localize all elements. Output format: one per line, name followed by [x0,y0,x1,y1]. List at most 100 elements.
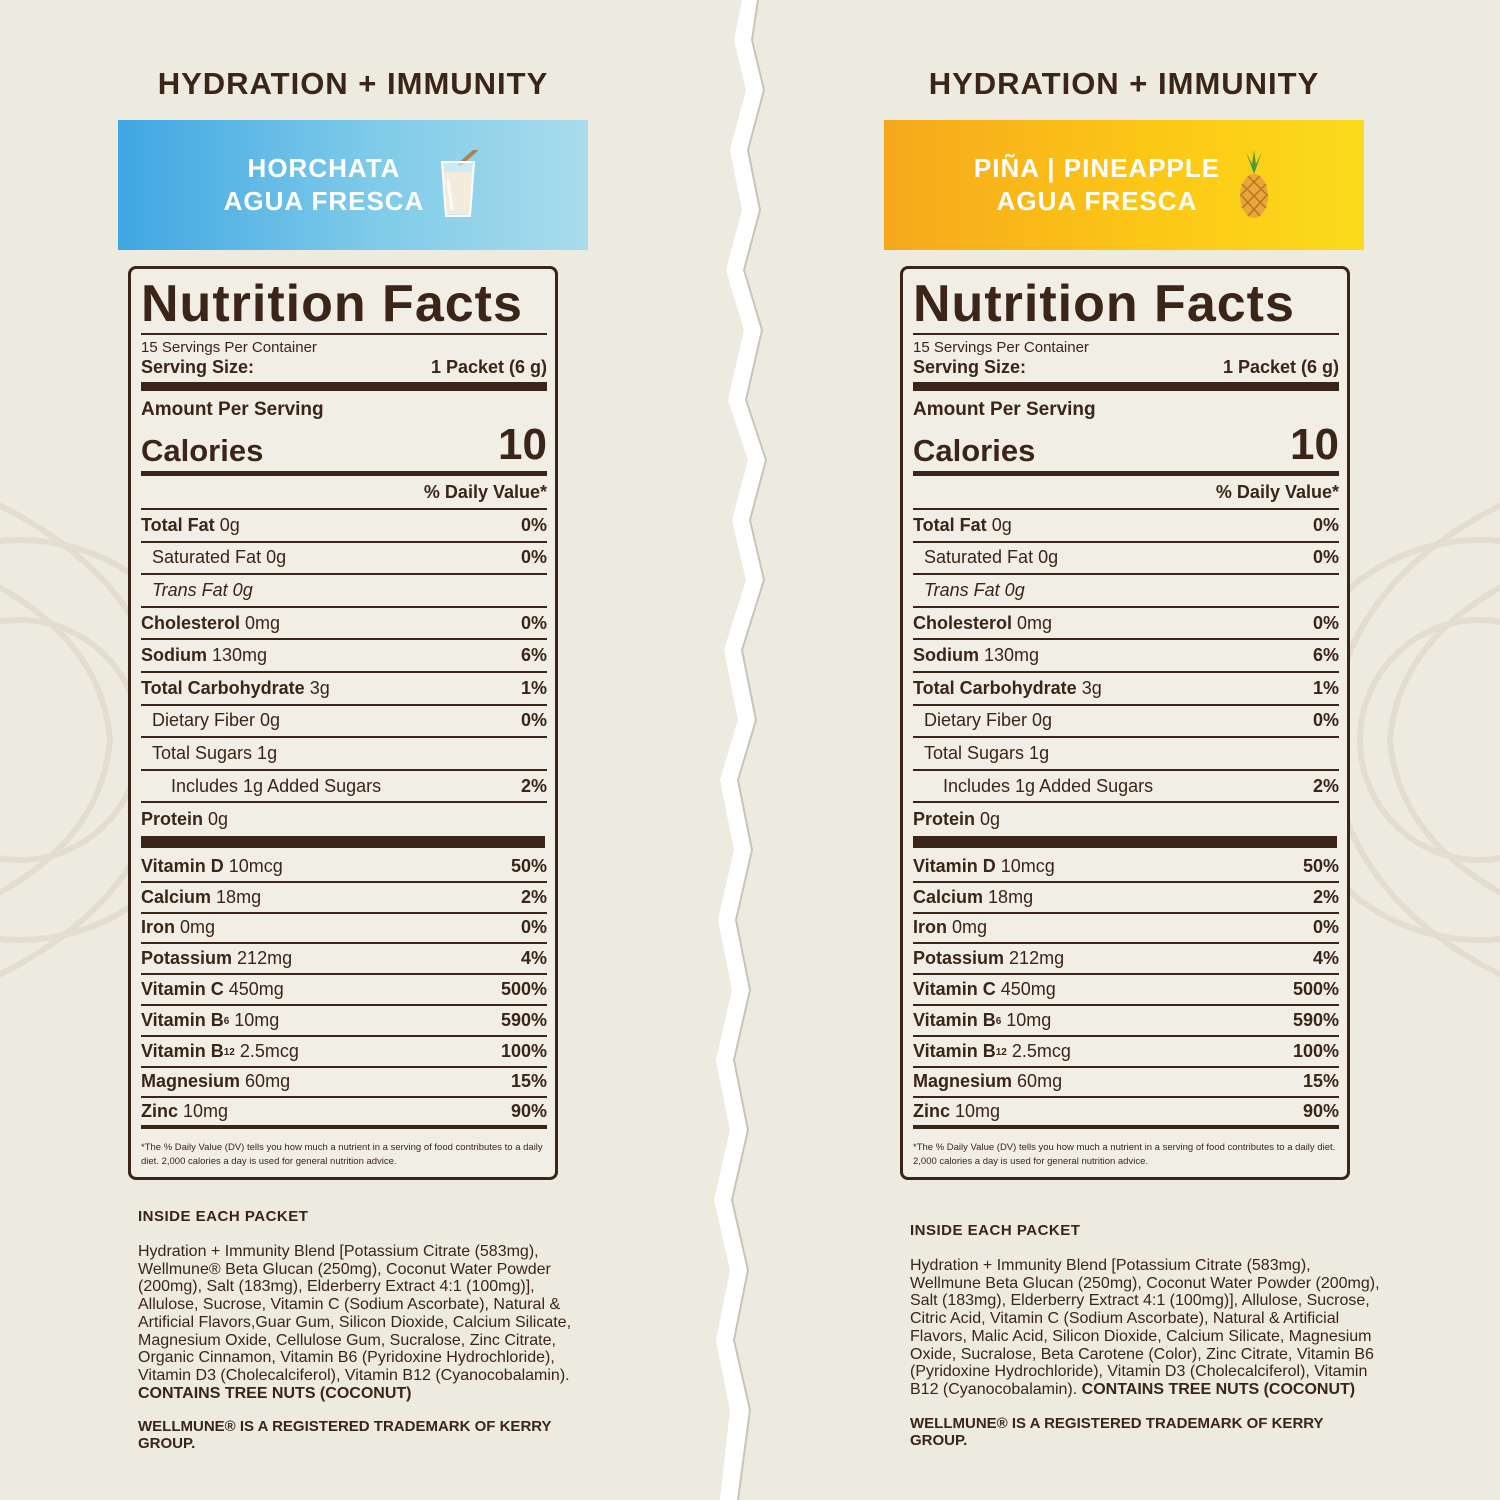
serving-size-label: Serving Size: [913,357,1027,377]
trademark-notice: WELLMUNE® IS A REGISTERED TRADEMARK OF K… [910,1414,1324,1449]
vitamin-row: Potassium 212mg 4% [913,944,1339,976]
vitamin-subscript: 12 [995,1046,1007,1058]
nutrient-name: Sodium [141,645,207,666]
vitamin-amount: 212mg [1009,948,1065,969]
inside-each-packet-heading: INSIDE EACH PACKET [138,1208,309,1225]
pineapple-icon [1239,150,1269,218]
nutrient-amount: 130mg [212,645,268,666]
nutrition-facts-label: Nutrition Facts 15 Servings Per Containe… [900,266,1350,1181]
nutrient-row: Includes 1g Added Sugars 2% [913,771,1339,804]
vitamin-percent: 4% [1312,948,1339,969]
vitamin-percent: 500% [500,979,547,1000]
vitamin-amount: 18mg [216,886,262,907]
vitamin-subscript: 6 [223,1015,230,1027]
trademark-notice: WELLMUNE® IS A REGISTERED TRADEMARK OF K… [138,1418,552,1453]
nutrient-row: Total Sugars 1g [913,738,1339,771]
nutrient-name: Saturated Fat 0g [924,547,1059,568]
vitamin-name: Iron [913,917,947,938]
vitamin-row: Potassium 212mg 4% [141,944,547,976]
nutrient-row: Saturated Fat 0g 0% [141,543,547,576]
nutrient-name: Includes 1g Added Sugars [943,775,1154,796]
nutrient-name: Cholesterol [141,612,241,633]
nutrient-row: Trans Fat 0g [913,575,1339,608]
pineapple-panel: HYDRATION + IMMUNITY PIÑA | PINEAPPLE AG… [884,0,1380,1500]
nutrient-amount: 0g [208,809,229,830]
nutrient-name: Saturated Fat 0g [152,547,287,568]
calories-label: Calories [913,433,1036,468]
nutrient-row: Total Fat 0g 0% [913,510,1339,543]
nutrient-percent: 2% [520,775,547,796]
vitamin-row: Vitamin C 450mg 500% [913,975,1339,1006]
section-divider [141,835,545,848]
vitamin-name: Zinc [141,1101,179,1122]
vitamin-row: Vitamin B6 10mg 590% [913,1006,1339,1037]
nutrient-amount: 0mg [1017,612,1053,633]
vitamin-row: Magnesium 60mg 15% [141,1068,547,1099]
vitamin-amount: 10mg [234,1009,280,1030]
vitamin-percent: 2% [520,886,547,907]
nutrient-row: Dietary Fiber 0g 0% [913,706,1339,739]
flavor-banner: PIÑA | PINEAPPLE AGUA FRESCA [884,120,1364,250]
vitamin-percent: 50% [1302,855,1339,876]
vitamin-amount: 0mg [952,917,988,938]
nutrient-row: Protein 0g [913,803,1339,836]
vitamin-subscript: 12 [223,1046,235,1058]
nutrient-percent: 0% [1312,710,1339,731]
serving-size-value: 1 Packet (6 g) [430,357,547,377]
vitamin-name: Vitamin B [913,1009,996,1030]
flavor-name-line2: AGUA FRESCA [996,186,1198,216]
nutrient-row: Trans Fat 0g [141,575,547,608]
product-line-title: HYDRATION + IMMUNITY [157,66,549,101]
serving-size-value: 1 Packet (6 g) [1222,357,1339,377]
serving-size-label: Serving Size: [141,357,255,377]
nutrient-name: Total Carbohydrate [913,677,1077,698]
vitamin-percent: 90% [510,1101,547,1122]
nutrition-facts-label: Nutrition Facts 15 Servings Per Containe… [128,266,558,1181]
serving-size-row: Serving Size: 1 Packet (6 g) [141,357,547,391]
nutrient-percent: 6% [1312,645,1339,666]
vitamin-name: Vitamin C [141,979,224,1000]
section-divider [913,835,1337,848]
calories-row: Calories 10 [913,421,1339,476]
nutrient-name: Total Sugars 1g [924,742,1050,763]
nutrient-name: Total Fat [141,514,215,535]
vitamin-name: Potassium [913,948,1005,969]
nutrition-facts-title: Nutrition Facts [141,275,547,335]
vitamin-name: Calcium [913,886,984,907]
vitamin-name: Zinc [913,1101,951,1122]
calories-value: 10 [498,420,547,469]
vitamin-percent: 100% [500,1040,547,1061]
nutrient-name: Sodium [913,645,979,666]
vitamin-row: Vitamin D 10mcg 50% [913,852,1339,883]
nutrient-name: Total Carbohydrate [141,677,305,698]
vitamin-amount: 10mg [183,1101,229,1122]
nutrient-row: Sodium 130mg 6% [913,640,1339,673]
servings-per-container: 15 Servings Per Container [141,339,317,356]
vitamin-amount: 60mg [1017,1071,1063,1092]
vitamin-percent: 100% [1292,1040,1339,1061]
nutrient-amount: 0mg [245,612,281,633]
nutrient-name: Total Fat [913,514,987,535]
nutrition-facts-title: Nutrition Facts [913,275,1339,335]
ingredients-list: Hydration + Immunity Blend [Potassium Ci… [138,1243,593,1402]
calories-value: 10 [1290,420,1339,469]
nutrient-amount: 0g [219,514,240,535]
daily-value-footnote: *The % Daily Value (DV) tells you how mu… [913,1142,1336,1168]
vitamin-row: Vitamin C 450mg 500% [141,975,547,1006]
ingredients-text: Hydration + Immunity Blend [Potassium Ci… [910,1257,1380,1398]
calories-row: Calories 10 [141,421,547,476]
vitamin-row: Iron 0mg 0% [913,914,1339,945]
serving-size-row: Serving Size: 1 Packet (6 g) [913,357,1339,391]
nutrient-name: Total Sugars 1g [152,742,278,763]
vitamin-amount: 450mg [228,979,284,1000]
ingredients-section: INSIDE EACH PACKET Hydration + Immunity … [138,1208,593,1452]
vitamin-name: Calcium [141,886,212,907]
calories-label: Calories [141,433,264,468]
nutrient-percent: 0% [520,514,547,535]
nutrient-row: Saturated Fat 0g 0% [913,543,1339,576]
nutrient-row: Total Carbohydrate 3g 1% [913,673,1339,706]
nutrient-percent: 1% [1312,677,1339,698]
nutrient-percent: 0% [1312,547,1339,568]
nutrient-row: Total Carbohydrate 3g 1% [141,673,547,706]
vitamin-amount: 60mg [245,1071,291,1092]
